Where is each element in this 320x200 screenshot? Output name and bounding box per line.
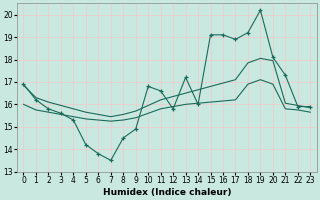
X-axis label: Humidex (Indice chaleur): Humidex (Indice chaleur) — [103, 188, 231, 197]
